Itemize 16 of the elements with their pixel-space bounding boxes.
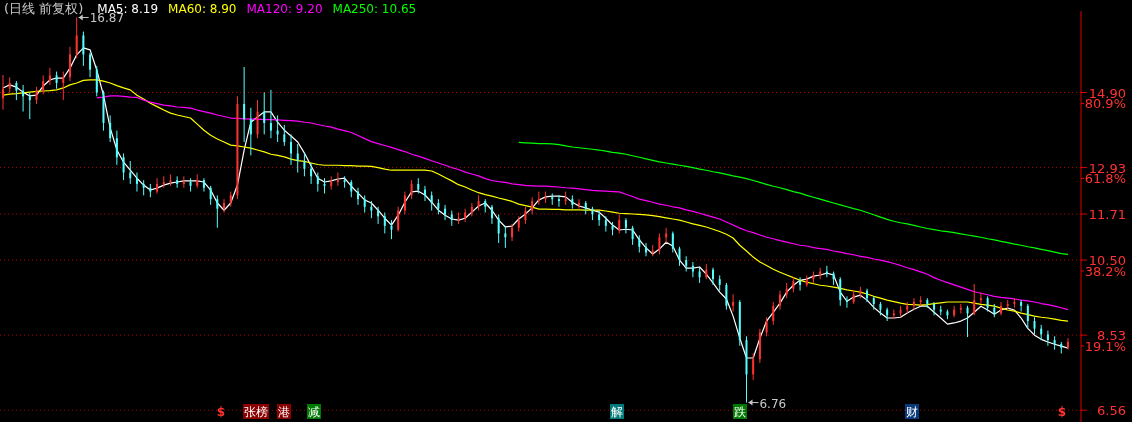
chart-title: (日线 前复权) [4,1,84,16]
note: 6.76 [748,396,787,411]
annotation: 跌 [734,405,746,419]
y2-tick-label: 61.8% [1084,171,1126,187]
y2-tick-label: 80.9% [1084,96,1126,112]
annotation: 减 [308,405,320,419]
annotation: 解 [611,405,623,419]
annotation: 6.76 [759,396,787,411]
y-tick-label: 11.71 [1088,207,1126,223]
y-tick-label: 6.56 [1097,403,1126,419]
annotation: 张榜 [244,405,268,419]
annotation: $ [216,405,226,419]
annotation: $ [1057,405,1067,419]
y2-tick-label: 38.2% [1084,264,1126,280]
annotation: 港 [278,405,290,419]
annotation: 财 [906,405,918,419]
